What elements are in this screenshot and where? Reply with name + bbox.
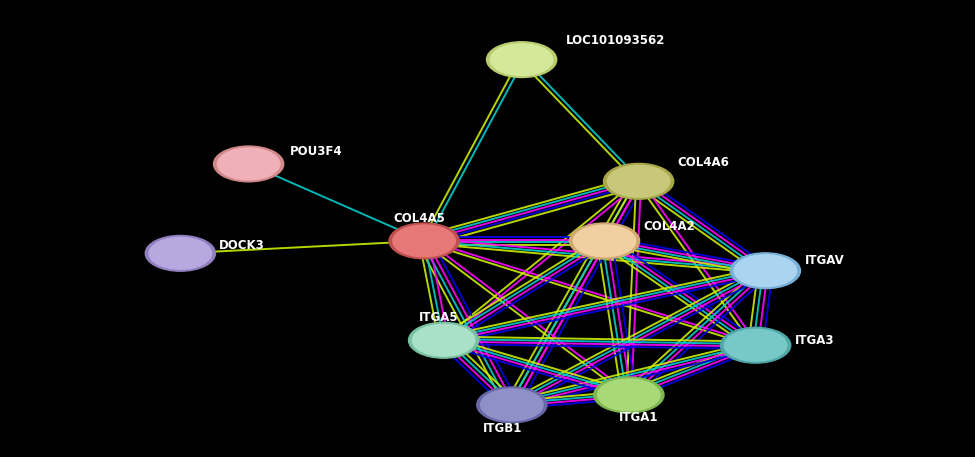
Circle shape	[569, 223, 640, 259]
Circle shape	[412, 324, 475, 356]
Circle shape	[598, 379, 660, 411]
Circle shape	[604, 164, 674, 199]
Circle shape	[145, 235, 215, 271]
Circle shape	[734, 255, 797, 287]
Text: DOCK3: DOCK3	[219, 239, 265, 252]
Text: ITGA1: ITGA1	[619, 411, 658, 424]
Text: LOC101093562: LOC101093562	[566, 34, 665, 47]
Circle shape	[214, 146, 284, 182]
Circle shape	[594, 377, 664, 413]
Circle shape	[217, 148, 280, 180]
Circle shape	[477, 387, 547, 423]
Circle shape	[409, 322, 479, 358]
Circle shape	[607, 165, 670, 197]
Circle shape	[730, 253, 800, 289]
Circle shape	[393, 225, 455, 257]
Text: POU3F4: POU3F4	[290, 145, 342, 158]
Text: COL4A5: COL4A5	[393, 212, 446, 225]
Circle shape	[724, 329, 787, 361]
Circle shape	[721, 327, 791, 363]
Circle shape	[487, 42, 557, 78]
Text: ITGB1: ITGB1	[483, 422, 522, 435]
Text: COL4A2: COL4A2	[644, 219, 695, 233]
Circle shape	[481, 389, 543, 421]
Circle shape	[490, 44, 553, 75]
Text: ITGA5: ITGA5	[419, 311, 458, 324]
Text: ITGA3: ITGA3	[795, 334, 835, 347]
Text: ITGAV: ITGAV	[804, 254, 844, 267]
Circle shape	[149, 238, 212, 269]
Text: COL4A6: COL4A6	[678, 156, 729, 169]
Circle shape	[389, 223, 459, 259]
Circle shape	[573, 225, 636, 257]
